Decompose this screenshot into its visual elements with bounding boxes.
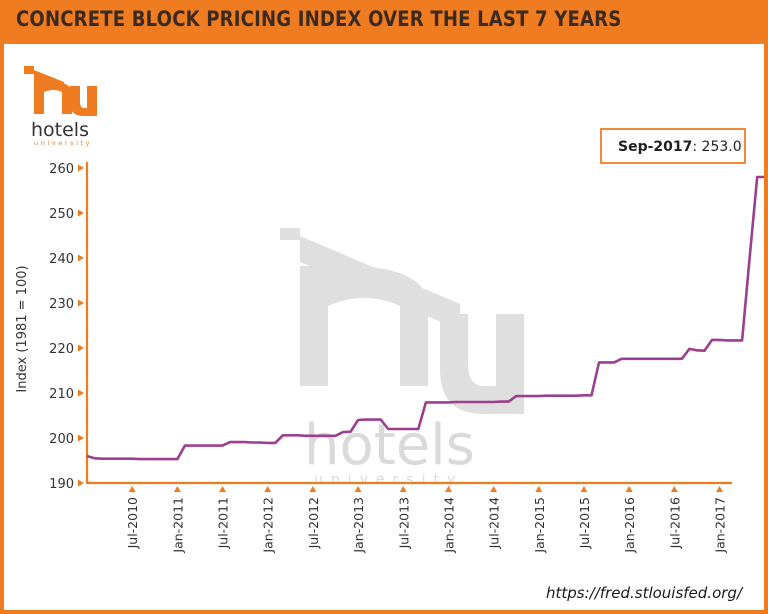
watermark-sub: university	[314, 472, 463, 488]
x-tick-label: Jul-2010	[125, 497, 140, 549]
x-tick-mark	[444, 486, 452, 492]
source-link[interactable]: https://fred.stlouisfed.org/	[546, 584, 742, 602]
chart-title: CONCRETE BLOCK PRICING INDEX OVER THE LA…	[16, 7, 622, 31]
y-tick-label: 260	[49, 162, 74, 177]
y-tick-label: 230	[49, 297, 74, 312]
y-tick-label: 250	[49, 207, 74, 222]
series-group	[86, 175, 764, 461]
y-tick-mark	[78, 164, 84, 172]
x-tick-label: Jan-2015	[532, 497, 547, 554]
x-tick-mark	[716, 486, 724, 492]
x-tick-mark	[128, 486, 136, 492]
x-tick-mark	[670, 486, 678, 492]
annotation-label: Sep-2017	[618, 139, 692, 155]
x-tick-mark	[490, 486, 498, 492]
x-tick-mark	[354, 486, 362, 492]
x-tick-label: Jan-2011	[170, 497, 185, 554]
annotation-text: Sep-2017: 253.0	[618, 139, 742, 155]
series-line	[86, 175, 764, 461]
annotation-sep: :	[692, 139, 701, 155]
y-tick-label: 220	[49, 342, 74, 357]
y-tick-label: 240	[49, 252, 74, 267]
y-tick-mark	[78, 299, 84, 307]
y-tick-mark	[78, 254, 84, 262]
watermark-logo: hotels university	[280, 228, 524, 488]
y-tick-mark	[78, 344, 84, 352]
y-axis-label: Index (1981 = 100)	[15, 265, 30, 392]
watermark-brand: hotels	[304, 413, 475, 478]
chart-svg: hotels university hotels university Inde…	[15, 66, 764, 554]
x-tick-label: Jul-2011	[216, 497, 231, 549]
x-tick-mark	[219, 486, 227, 492]
x-tick-mark	[625, 486, 633, 492]
x-tick-mark	[535, 486, 543, 492]
chart-panel: hotels university hotels university Inde…	[4, 44, 764, 610]
x-tick-mark	[309, 486, 317, 492]
x-tick-mark	[264, 486, 272, 492]
y-ticks: 190 200 210 220 230 240 250 260	[49, 162, 84, 492]
logo-sub: university	[34, 139, 92, 147]
x-tick-mark	[173, 486, 181, 492]
y-tick-mark	[78, 479, 84, 487]
hotels-logo: hotels university	[24, 66, 97, 147]
x-tick-label: Jul-2014	[487, 497, 502, 549]
x-tick-mark	[580, 486, 588, 492]
x-tick-mark	[399, 486, 407, 492]
x-tick-label: Jan-2017	[713, 497, 728, 554]
y-tick-label: 200	[49, 432, 74, 447]
x-tick-label: Jul-2015	[577, 497, 592, 549]
x-ticks: Jul-2010 Jan-2011 Jul-2011 Jan-2012 Jul-2012…	[125, 486, 728, 554]
y-tick-label: 210	[49, 387, 74, 402]
annotation-box	[600, 128, 746, 164]
annotation-value: 253.0	[702, 139, 742, 155]
annotation: Sep-2017: 253.0	[600, 128, 746, 164]
x-tick-label: Jan-2013	[351, 497, 366, 554]
x-tick-label: Jul-2016	[667, 497, 682, 549]
y-tick-mark	[78, 434, 84, 442]
x-tick-label: Jul-2012	[306, 497, 321, 549]
y-tick-label: 190	[49, 477, 74, 492]
title-bar: CONCRETE BLOCK PRICING INDEX OVER THE LA…	[0, 0, 768, 44]
x-tick-label: Jan-2014	[441, 497, 456, 554]
logo-brand: hotels	[31, 119, 89, 141]
x-tick-label: Jan-2012	[261, 497, 276, 554]
x-tick-label: Jan-2016	[622, 497, 637, 554]
y-tick-mark	[78, 389, 84, 397]
y-tick-mark	[78, 209, 84, 217]
x-tick-label: Jul-2013	[396, 497, 411, 549]
